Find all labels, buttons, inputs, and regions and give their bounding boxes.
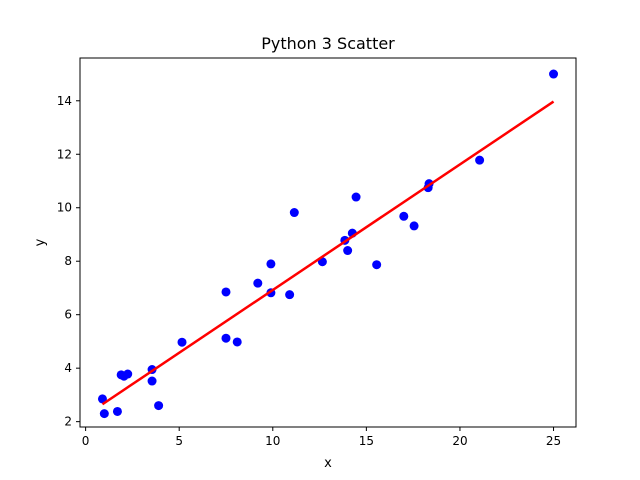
scatter-point: [253, 278, 263, 288]
scatter-point: [289, 208, 299, 218]
y-tick-label: 10: [57, 201, 72, 215]
scatter-point: [154, 401, 164, 411]
y-axis-label: y: [33, 238, 48, 246]
scatter-point: [351, 192, 361, 202]
scatter-point: [475, 155, 485, 165]
y-tick-label: 6: [64, 308, 72, 322]
scatter-point: [147, 376, 157, 386]
scatter-point: [221, 287, 231, 297]
y-tick-label: 4: [64, 361, 72, 375]
scatter-point: [549, 69, 559, 79]
y-axis-ticks: 2 4 6 8 10 12 14: [57, 94, 80, 429]
plot-marks: [97, 69, 559, 419]
scatter-point: [112, 406, 122, 416]
scatter-point: [99, 409, 109, 419]
x-tick-label: 5: [175, 434, 183, 448]
x-tick-label: 0: [82, 434, 90, 448]
scatter-point: [97, 394, 107, 404]
scatter-point: [343, 246, 353, 256]
y-tick-label: 8: [64, 254, 72, 268]
x-tick-label: 25: [546, 434, 561, 448]
scatter-point: [285, 290, 295, 300]
x-axis-label: x: [324, 456, 332, 471]
x-tick-label: 10: [265, 434, 280, 448]
x-tick-label: 15: [359, 434, 374, 448]
scatter-point: [409, 221, 419, 231]
axes-frame: [79, 57, 577, 428]
scatter-point: [123, 369, 133, 379]
y-tick-label: 2: [64, 415, 72, 429]
scatter-point: [232, 337, 242, 347]
scatter-point: [266, 259, 276, 269]
y-tick-label: 12: [57, 147, 72, 161]
chart-title: Python 3 Scatter: [261, 34, 395, 53]
scatter-point: [221, 333, 231, 343]
regression-line: [101, 100, 555, 406]
scatter-point: [177, 337, 187, 347]
x-tick-label: 20: [452, 434, 467, 448]
y-tick-label: 14: [57, 94, 72, 108]
scatter-point: [399, 211, 409, 221]
x-axis-ticks: 0 5 10 15 20 25: [82, 427, 561, 448]
scatter-point: [372, 260, 382, 270]
